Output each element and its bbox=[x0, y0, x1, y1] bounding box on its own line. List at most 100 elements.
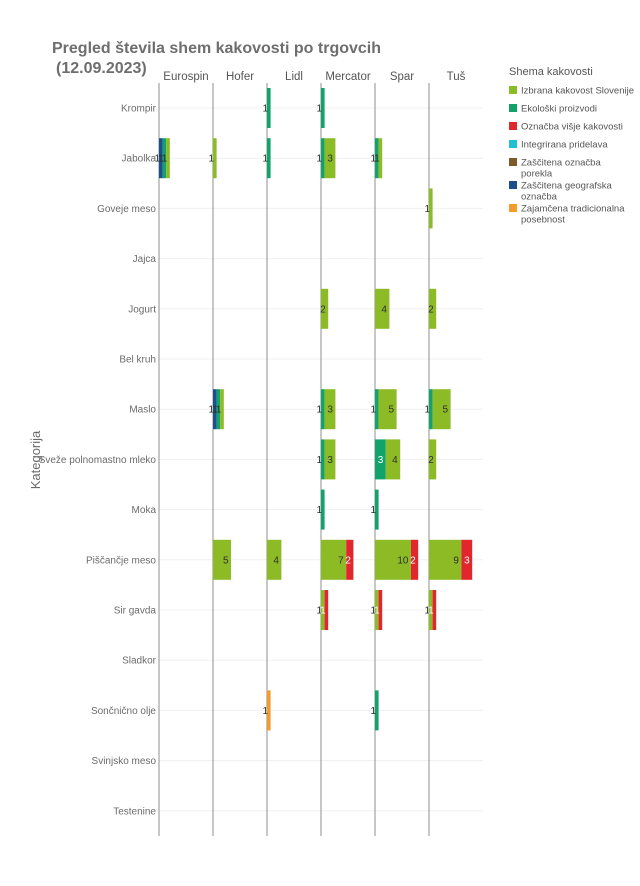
bar-label-tus-sir-gavda-oznacba-visje-kakovosti: 1 bbox=[428, 606, 434, 617]
bar-label-tus-maslo-ekoloski-proizvodi: 1 bbox=[425, 405, 431, 416]
facet-label-tus: Tuš bbox=[447, 71, 466, 83]
bar-mercator-sir-gavda-izbrana-kakovost-slovenije bbox=[321, 590, 325, 630]
bar-spar-jabolka-ekoloski-proizvodi bbox=[375, 138, 379, 179]
category-label-sir-gavda: Sir gavda bbox=[114, 606, 157, 617]
bar-label-mercator-jabolka-ekoloski-proizvodi: 1 bbox=[317, 154, 323, 165]
bar-eurospin-jabolka-izbrana-kakovost-slovenije bbox=[166, 138, 170, 179]
legend-swatch-oznacba-visje-kakovosti bbox=[509, 122, 517, 130]
bar-spar-jabolka-izbrana-kakovost-slovenije bbox=[378, 138, 383, 179]
category-labels: Krompir Jabolka Goveje meso Jajca Jogurt Bel … bbox=[28, 104, 157, 818]
bar-label-spar-maslo-ekoloski-proizvodi: 1 bbox=[371, 405, 377, 416]
facet-label-hofer: Hofer bbox=[226, 71, 254, 83]
bar-mercator-piscancje-meso-oznacba-visje-kakovosti bbox=[346, 539, 354, 580]
bar-spar-piscancje-meso-oznacba-visje-kakovosti bbox=[411, 539, 419, 580]
legend-swatch-ekoloski-proizvodi bbox=[509, 104, 517, 112]
bar-label-hofer-piscancje-meso-izbrana-kakovost-slovenije: 5 bbox=[223, 555, 229, 566]
legend-label-zascitena-geografska-oznacba: Zaščitena geografska označba bbox=[521, 181, 613, 203]
bar-mercator-jogurt-izbrana-kakovost-slovenije bbox=[321, 288, 329, 329]
bar-hofer-maslo-zascitena-geografska-oznacba bbox=[213, 389, 217, 430]
bar-label-lidl-krompir-ekoloski-proizvodi: 1 bbox=[263, 104, 269, 115]
bar-label-tus-jogurt-izbrana-kakovost-slovenije: 2 bbox=[428, 304, 434, 315]
bar-label-spar-soncnicno-olje-ekoloski-proizvodi: 1 bbox=[371, 706, 377, 717]
bar-label-lidl-piscancje-meso-izbrana-kakovost-slovenije: 4 bbox=[273, 555, 279, 566]
bar-label-mercator-sveze-polnomastno-mleko-izbrana-kakovost-slovenije: 3 bbox=[327, 455, 333, 466]
bar-tus-maslo-izbrana-kakovost-slovenije bbox=[432, 389, 451, 430]
bar-label-spar-piscancje-meso-oznacba-visje-kakovosti: 2 bbox=[410, 555, 416, 566]
bar-label-mercator-piscancje-meso-izbrana-kakovost-slovenije: 7 bbox=[338, 555, 344, 566]
legend-swatch-integrirana-pridelava bbox=[509, 140, 517, 148]
category-label-testenine: Testenine bbox=[113, 806, 156, 817]
bar-label-spar-sir-gavda-oznacba-visje-kakovosti: 1 bbox=[374, 606, 380, 617]
bar-label-spar-jabolka-izbrana-kakovost-slovenije: 1 bbox=[374, 154, 380, 165]
bar-tus-piscancje-meso-izbrana-kakovost-slovenije bbox=[429, 539, 462, 580]
bar-label-mercator-krompir-ekoloski-proizvodi: 1 bbox=[317, 104, 323, 115]
category-label-svinjsko-meso: Svinjsko meso bbox=[92, 756, 157, 767]
bar-spar-sveze-polnomastno-mleko-ekoloski-proizvodi bbox=[375, 439, 386, 480]
legend-label-integrirana-pridelava: Integrirana pridelava bbox=[521, 140, 608, 151]
category-label-bel-kruh: Bel kruh bbox=[119, 355, 156, 366]
facet-label-mercator: Mercator bbox=[325, 71, 371, 83]
legend-title: Shema kakovosti bbox=[509, 66, 593, 78]
y-axis-title: Kategorija bbox=[28, 430, 43, 489]
bar-mercator-sveze-polnomastno-mleko-ekoloski-proizvodi bbox=[321, 439, 325, 480]
bar-tus-sir-gavda-izbrana-kakovost-slovenije bbox=[429, 590, 433, 630]
bar-label-tus-sir-gavda-izbrana-kakovost-slovenije: 1 bbox=[425, 606, 431, 617]
bar-mercator-sir-gavda-oznacba-visje-kakovosti bbox=[324, 590, 329, 630]
bar-label-mercator-piscancje-meso-oznacba-visje-kakovosti: 2 bbox=[345, 555, 351, 566]
bar-spar-maslo-izbrana-kakovost-slovenije bbox=[378, 389, 397, 430]
legend-swatch-zascitena-geografska-oznacba bbox=[509, 181, 517, 189]
category-label-piscancje-meso: Piščančje meso bbox=[86, 555, 156, 566]
bar-label-hofer-maslo-zascitena-geografska-oznacba: 1 bbox=[209, 405, 215, 416]
facet-label-eurospin: Eurospin bbox=[163, 71, 208, 83]
bar-label-spar-maslo-izbrana-kakovost-slovenije: 5 bbox=[389, 405, 395, 416]
bar-mercator-jabolka-ekoloski-proizvodi bbox=[321, 138, 325, 179]
bar-label-mercator-maslo-ekoloski-proizvodi: 1 bbox=[317, 405, 323, 416]
bar-lidl-jabolka-ekoloski-proizvodi bbox=[267, 138, 271, 179]
bar-tus-jogurt-izbrana-kakovost-slovenije bbox=[429, 288, 437, 329]
bar-tus-piscancje-meso-oznacba-visje-kakovosti bbox=[461, 539, 473, 580]
chart-title: Pregled števila shem kakovosti po trgovc… bbox=[52, 40, 381, 77]
bar-mercator-krompir-ekoloski-proizvodi bbox=[321, 88, 325, 128]
bar-spar-piscancje-meso-izbrana-kakovost-slovenije bbox=[375, 539, 411, 580]
bar-tus-sveze-polnomastno-mleko-izbrana-kakovost-slovenije bbox=[429, 439, 437, 480]
legend-label-zascitena-oznacba-porekla: Zaščitena označba porekla bbox=[521, 158, 601, 180]
bar-mercator-jabolka-izbrana-kakovost-slovenije bbox=[324, 138, 336, 179]
category-label-maslo: Maslo bbox=[129, 405, 156, 416]
bar-label-mercator-sir-gavda-izbrana-kakovost-slovenije: 1 bbox=[317, 606, 323, 617]
bar-label-tus-maslo-izbrana-kakovost-slovenije: 5 bbox=[443, 405, 449, 416]
legend-label-zajamcena-tradicionalna-posebnost: Zajamčena tradicionalna posebnost bbox=[521, 204, 625, 226]
bar-tus-sir-gavda-oznacba-visje-kakovosti bbox=[432, 590, 437, 630]
bar-tus-goveje-meso-izbrana-kakovost-slovenije bbox=[429, 188, 433, 229]
bar-hofer-piscancje-meso-izbrana-kakovost-slovenije bbox=[213, 539, 231, 580]
category-label-jajca: Jajca bbox=[133, 254, 157, 265]
bar-hofer-maslo-izbrana-kakovost-slovenije bbox=[220, 389, 224, 430]
bar-label-mercator-maslo-izbrana-kakovost-slovenije: 3 bbox=[327, 405, 333, 416]
bar-mercator-maslo-izbrana-kakovost-slovenije bbox=[324, 389, 336, 430]
bar-spar-sir-gavda-oznacba-visje-kakovosti bbox=[378, 590, 383, 630]
bar-label-lidl-jabolka-ekoloski-proizvodi: 1 bbox=[263, 154, 269, 165]
title-line-1: Pregled števila shem kakovosti po trgovc… bbox=[52, 40, 381, 57]
category-label-jabolka: Jabolka bbox=[122, 154, 157, 165]
bar-eurospin-jabolka-zascitena-geografska-oznacba bbox=[159, 138, 163, 179]
bar-mercator-moka-ekoloski-proizvodi bbox=[321, 489, 325, 530]
facet-label-lidl: Lidl bbox=[285, 71, 303, 83]
bar-spar-sir-gavda-izbrana-kakovost-slovenije bbox=[375, 590, 379, 630]
bar-spar-maslo-ekoloski-proizvodi bbox=[375, 389, 379, 430]
bar-label-spar-sveze-polnomastno-mleko-ekoloski-proizvodi: 3 bbox=[378, 455, 384, 466]
bar-label-spar-jogurt-izbrana-kakovost-slovenije: 4 bbox=[381, 304, 387, 315]
legend-swatch-izbrana-kakovost-slovenije bbox=[509, 86, 517, 94]
bar-hofer-maslo-ekoloski-proizvodi bbox=[216, 389, 221, 430]
legend-label-oznacba-visje-kakovosti: Označba višje kakovosti bbox=[521, 122, 623, 133]
bar-label-spar-sir-gavda-izbrana-kakovost-slovenije: 1 bbox=[371, 606, 377, 617]
legend-label-izbrana-kakovost-slovenije: Izbrana kakovost Slovenije bbox=[521, 86, 634, 97]
bar-mercator-piscancje-meso-izbrana-kakovost-slovenije bbox=[321, 539, 347, 580]
category-label-soncnicno-olje: Sončnično olje bbox=[91, 706, 156, 717]
bar-label-eurospin-jabolka-izbrana-kakovost-slovenije: 1 bbox=[162, 154, 168, 165]
bar-label-hofer-maslo-ekoloski-proizvodi: 1 bbox=[212, 405, 218, 416]
bar-eurospin-jabolka-ekoloski-proizvodi bbox=[162, 138, 167, 179]
bar-label-lidl-soncnicno-olje-zajamcena-tradicionalna-posebnost: 1 bbox=[263, 706, 269, 717]
bar-label-hofer-maslo-izbrana-kakovost-slovenije: 1 bbox=[216, 405, 222, 416]
category-label-krompir: Krompir bbox=[121, 104, 157, 115]
